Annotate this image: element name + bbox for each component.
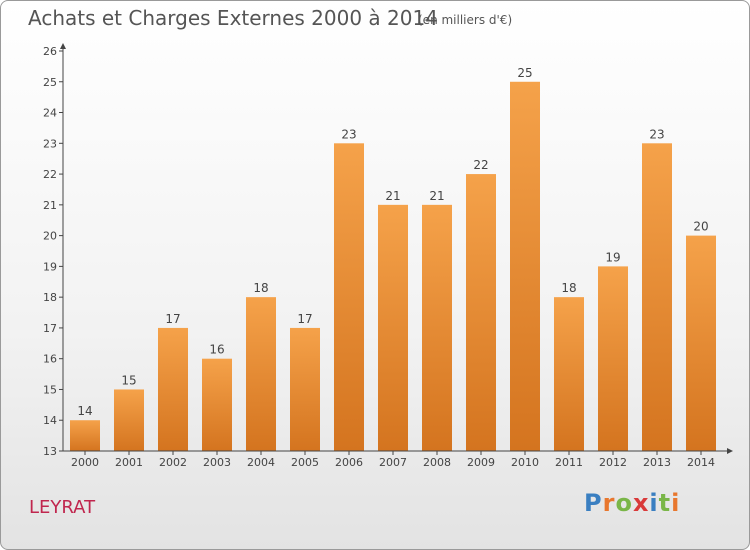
bar [246, 297, 276, 451]
chart-title: Achats et Charges Externes 2000 à 2014 [28, 6, 438, 30]
bar [642, 143, 672, 452]
logo-letter: i [671, 489, 681, 517]
y-tick-label: 13 [43, 445, 57, 458]
y-tick-label: 15 [43, 383, 57, 396]
proxiti-logo[interactable]: Proxiti [584, 489, 680, 517]
x-tick-label: 2006 [335, 456, 363, 469]
x-tick-label: 2014 [687, 456, 715, 469]
x-tick-label: 2004 [247, 456, 275, 469]
bar [114, 389, 144, 451]
bar [466, 174, 496, 452]
y-tick-label: 19 [43, 260, 57, 273]
y-tick-label: 17 [43, 322, 57, 335]
x-tick-label: 2002 [159, 456, 187, 469]
bar [422, 204, 452, 451]
data-label: 21 [385, 189, 400, 203]
bars-group: 14 15 17 16 18 17 23 21 21 22 25 18 19 23 20 [70, 66, 716, 452]
data-label: 19 [605, 250, 620, 264]
data-label: 25 [517, 66, 532, 80]
data-label: 20 [693, 220, 708, 234]
y-tick-label: 14 [43, 414, 57, 427]
x-tick-label: 2012 [599, 456, 627, 469]
bar [70, 420, 100, 451]
logo-letter: t [658, 489, 672, 517]
y-tick-label: 21 [43, 199, 57, 212]
data-label: 17 [297, 312, 312, 326]
x-tick-label: 2001 [115, 456, 143, 469]
x-tick-label: 2007 [379, 456, 407, 469]
data-label: 15 [121, 373, 136, 387]
logo-letter: P [584, 489, 603, 517]
y-tick-label: 26 [43, 45, 57, 58]
data-label: 22 [473, 158, 488, 172]
x-tick-label: 2003 [203, 456, 231, 469]
axes-group: 13 14 15 16 17 18 19 20 21 22 23 24 25 26 2000 2001 2002… [43, 43, 733, 469]
data-label: 21 [429, 189, 444, 203]
y-tick-label: 25 [43, 76, 57, 89]
bar [554, 297, 584, 451]
x-tick-label: 2013 [643, 456, 671, 469]
bar [510, 81, 540, 452]
x-tick-label: 2010 [511, 456, 539, 469]
data-label: 14 [77, 404, 92, 418]
y-tick-label: 18 [43, 291, 57, 304]
x-tick-label: 2011 [555, 456, 583, 469]
x-tick-label: 2008 [423, 456, 451, 469]
commune-name: LEYRAT [29, 497, 96, 518]
x-tick-label: 2009 [467, 456, 495, 469]
y-axis-arrow [60, 43, 66, 49]
logo-letter: x [632, 489, 650, 517]
data-label: 18 [561, 281, 576, 295]
bar [686, 235, 716, 451]
bar [598, 266, 628, 451]
y-tick-label: 20 [43, 230, 57, 243]
y-tick-label: 23 [43, 137, 57, 150]
logo-letter: i [649, 489, 659, 517]
x-axis-arrow [727, 448, 733, 454]
bar [334, 143, 364, 452]
bar [378, 204, 408, 451]
bar [290, 327, 320, 451]
logo-letter: o [615, 489, 633, 517]
data-label: 16 [209, 343, 224, 357]
y-tick-label: 22 [43, 168, 57, 181]
data-label: 23 [649, 127, 664, 141]
data-label: 18 [253, 281, 268, 295]
logo-letter: r [602, 489, 616, 517]
y-tick-label: 24 [43, 107, 57, 120]
data-label: 17 [165, 312, 180, 326]
y-tick-label: 16 [43, 353, 57, 366]
bar [202, 358, 232, 451]
chart-subtitle: (en milliers d'€) [418, 13, 513, 27]
data-label: 23 [341, 127, 356, 141]
x-tick-label: 2000 [71, 456, 99, 469]
x-tick-label: 2005 [291, 456, 319, 469]
bar [158, 327, 188, 451]
